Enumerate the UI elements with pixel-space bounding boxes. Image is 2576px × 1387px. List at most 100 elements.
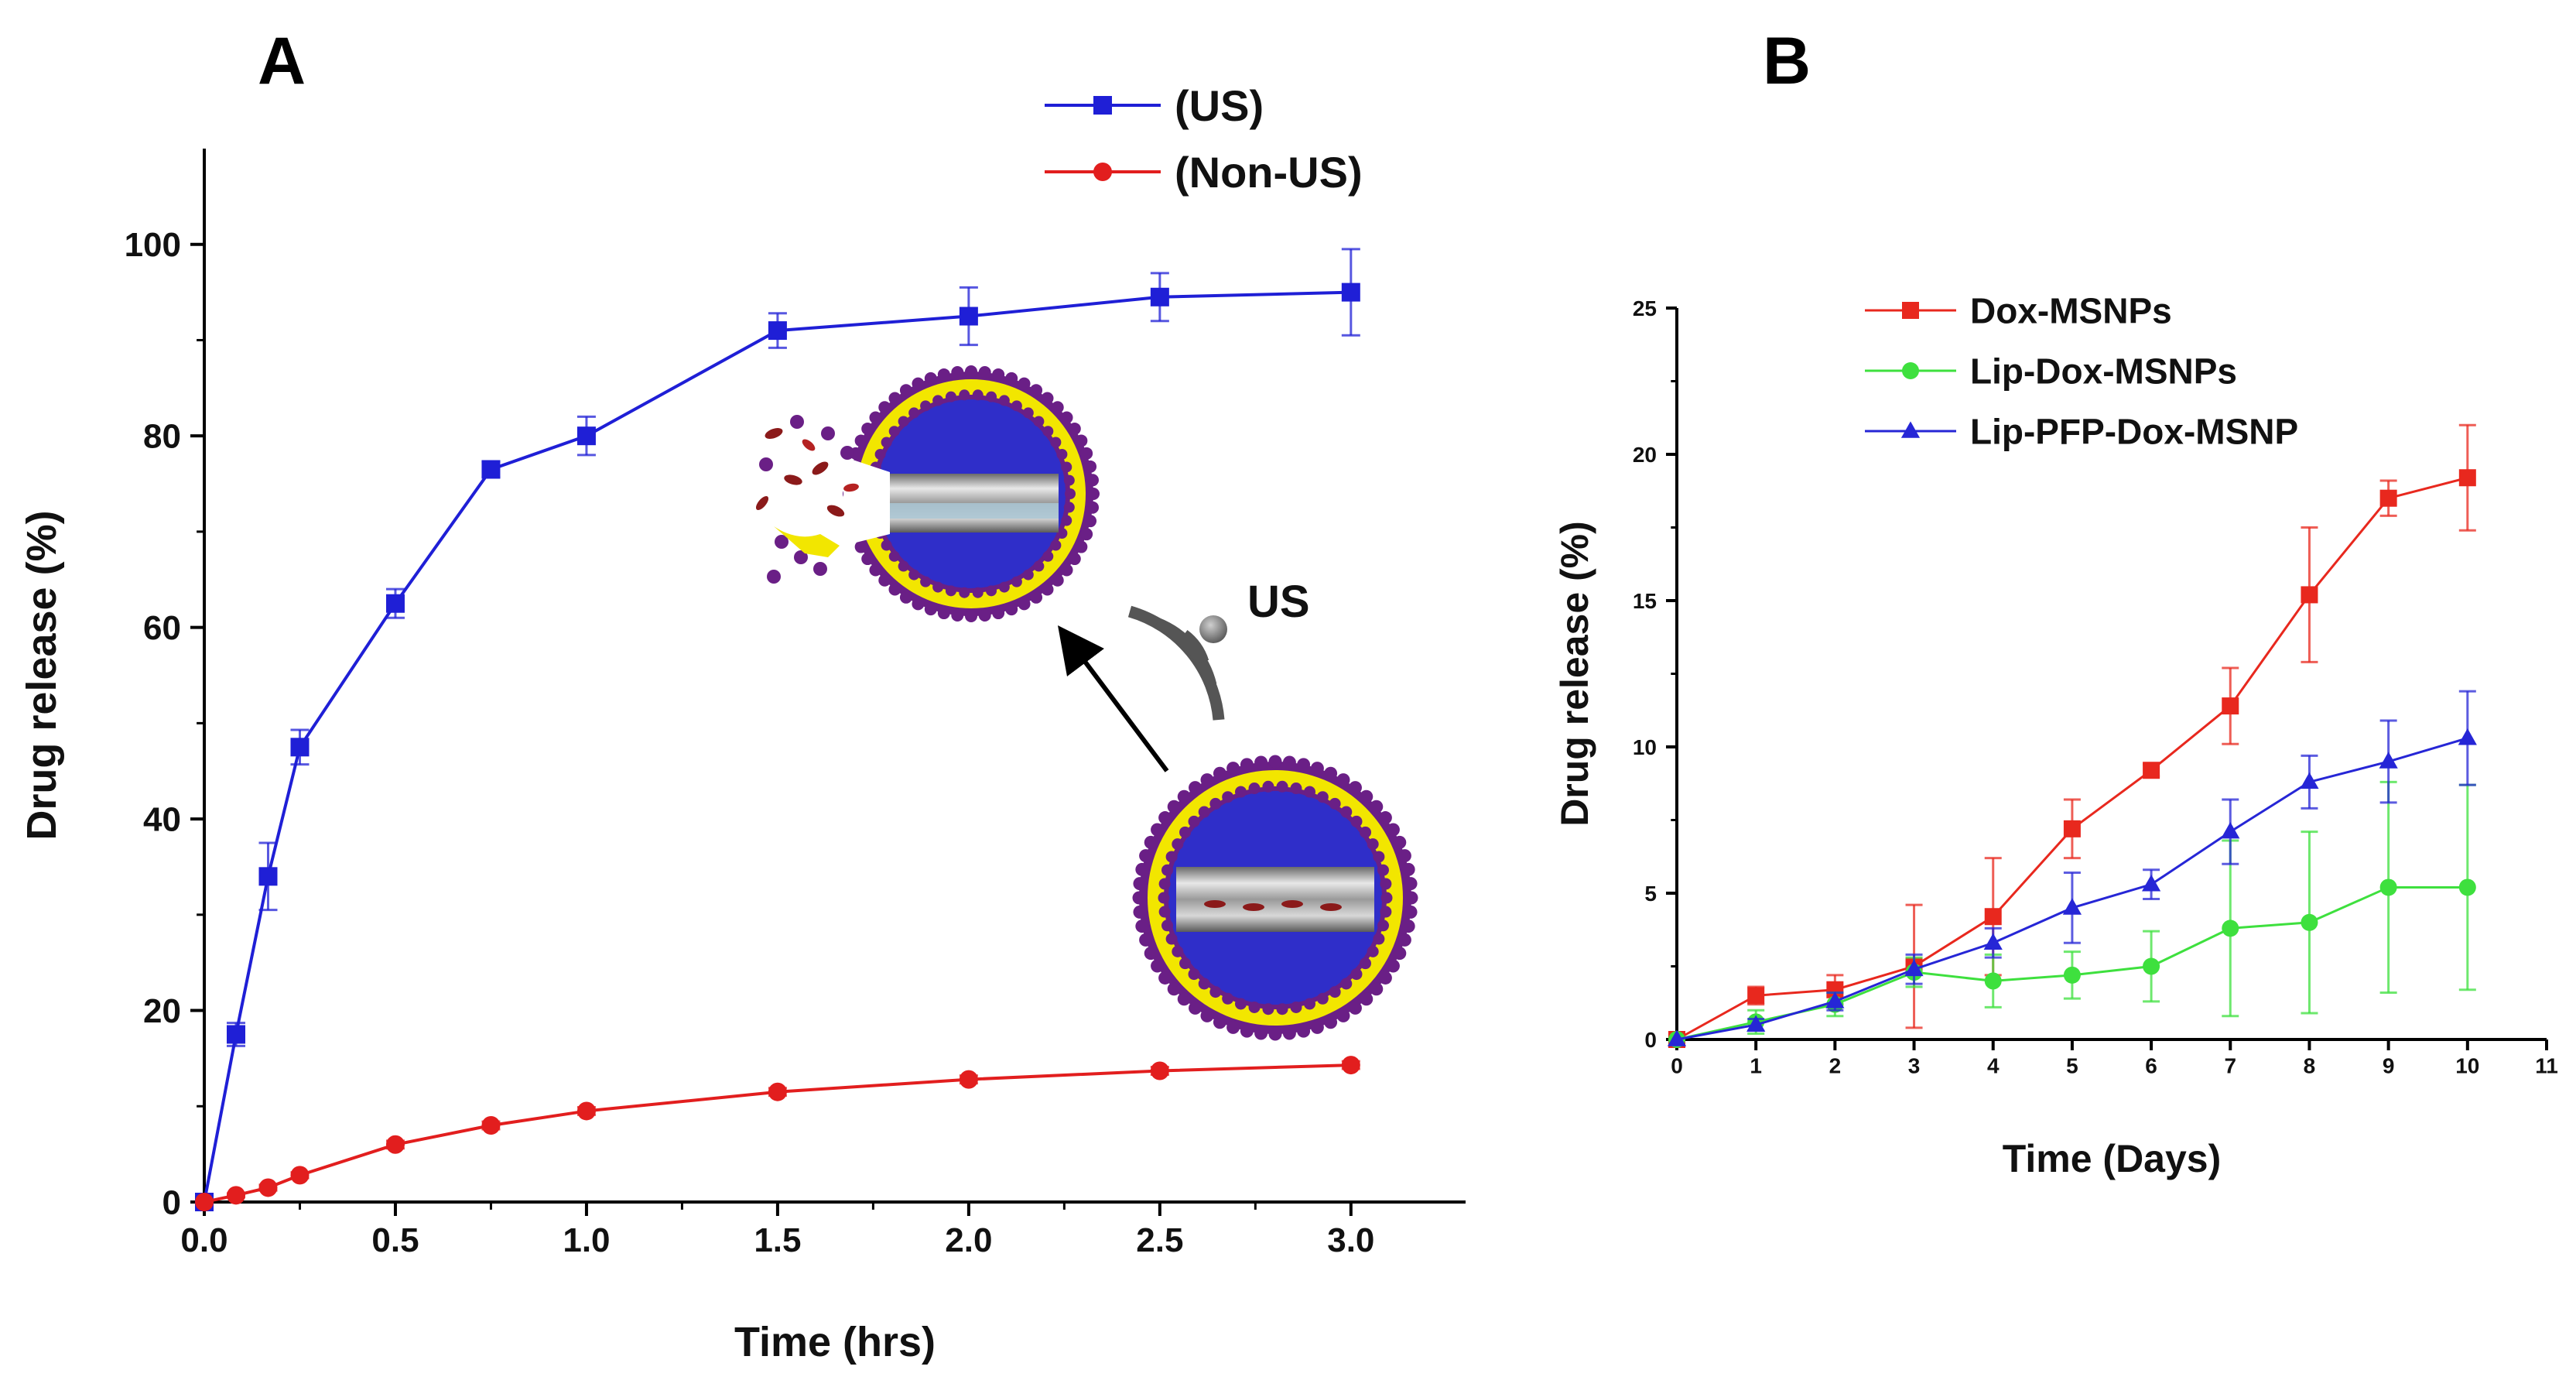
lipid-head-dot xyxy=(1086,474,1100,487)
lipid-head-dot xyxy=(1290,783,1302,795)
lipid-head-dot xyxy=(1042,426,1054,437)
chart-a-data-point xyxy=(226,1186,245,1205)
chart-a-data-point xyxy=(290,1166,310,1185)
lipid-head-dot xyxy=(1063,502,1075,513)
lipid-head-dot xyxy=(1324,766,1338,780)
lipid-head-dot xyxy=(1359,826,1371,838)
lipid-head-dot xyxy=(1226,762,1240,776)
lipid-head-dot xyxy=(1268,755,1282,769)
lipid-head-dot xyxy=(1179,826,1192,838)
chart-a-data-point xyxy=(481,460,501,479)
chart-a-data-point xyxy=(258,867,278,886)
lipid-head-dot xyxy=(1397,933,1411,947)
chart-b: 0 1 2 3 4 5 6 7 8 9 10 11 0 5 10 15 20 25 Dox-MSNPs Lip-Do… xyxy=(1553,291,2558,1180)
chart-b-data-point xyxy=(2301,913,2318,931)
lipid-head-dot xyxy=(1135,920,1149,933)
lipid-head-dot xyxy=(998,395,1010,406)
lipid-head-dot xyxy=(1198,806,1210,818)
lipid-head-dot xyxy=(1404,905,1418,919)
lipid-head-dot xyxy=(1276,1003,1288,1015)
lipid-head-dot xyxy=(1158,892,1170,904)
lipid-head-dot xyxy=(1378,811,1392,825)
chart-b-data-point xyxy=(2222,920,2239,937)
lipid-head-dot xyxy=(932,581,944,593)
lipid-head-dot xyxy=(1056,527,1068,539)
lipid-head-dot xyxy=(1262,1003,1274,1015)
loaded-drug-particles xyxy=(1204,900,1342,911)
chart-b-x-tick-label: 2 xyxy=(1829,1053,1842,1077)
lipid-head-dot xyxy=(1005,603,1018,616)
lipid-head-dot xyxy=(965,365,977,378)
lipid-head-dot xyxy=(1380,878,1392,890)
lipid-head-dot xyxy=(1051,574,1064,587)
lipid-head-dot xyxy=(878,401,891,414)
chart-b-x-tick-label: 6 xyxy=(2145,1053,2157,1077)
lipid-head-dot xyxy=(1254,755,1268,769)
lipid-head-dot xyxy=(1370,982,1384,996)
lipid-head-dot xyxy=(898,560,909,572)
chart-b-y-tick-label: 0 xyxy=(1644,1028,1657,1052)
chart-b-data-point xyxy=(2458,878,2476,896)
lipid-head-dot xyxy=(1248,783,1261,795)
chart-b-y-tick-label: 10 xyxy=(1633,735,1657,759)
lipid-head-dot xyxy=(1235,998,1247,1010)
ruptured-nanoparticle-icon xyxy=(755,365,1100,622)
chart-a-y-tick-label: 80 xyxy=(143,418,181,456)
lipid-head-dot xyxy=(854,540,867,553)
lipid-head-dot xyxy=(937,368,950,381)
chart-a-y-tick-label: 0 xyxy=(162,1183,181,1221)
lipid-head-dot xyxy=(912,598,925,611)
lipid-head-dot xyxy=(1404,891,1418,905)
lipid-head-dot xyxy=(1359,957,1371,970)
lipid-head-dot xyxy=(1226,1020,1240,1034)
lipid-head-dot xyxy=(1262,780,1274,793)
chart-a-x-tick-label: 0.5 xyxy=(371,1221,419,1259)
lipid-head-dot xyxy=(888,426,900,437)
chart-b-legend-entry: Lip-Dox-MSNPs xyxy=(1865,351,2237,392)
chart-a-data-point xyxy=(1341,283,1360,302)
lipid-head-dot xyxy=(1404,877,1418,891)
lipid-head-dot xyxy=(861,553,874,566)
lipid-head-dot xyxy=(1297,758,1311,772)
chart-b-legend-label: Lip-Dox-MSNPs xyxy=(1970,351,2237,392)
lipid-head-dot xyxy=(1068,553,1081,566)
lipid-head-dot xyxy=(1397,849,1411,863)
chart-a-y-tick-label: 40 xyxy=(143,800,181,838)
transition-arrow xyxy=(1058,625,1169,772)
chart-b-x-axis-title: Time (Days) xyxy=(2003,1137,2222,1180)
chart-b-data-point xyxy=(1983,933,2003,950)
chart-a-series-0 xyxy=(195,248,1360,1211)
lipid-head-dot xyxy=(1063,474,1075,486)
lipid-head-dot xyxy=(1167,800,1181,813)
lipid-head-dot xyxy=(1316,791,1329,803)
lipid-head-dot xyxy=(1177,992,1191,1006)
lipid-head-dot xyxy=(1188,968,1200,981)
chart-a-legend-entry: (Non-US) xyxy=(1045,148,1363,197)
chart-b-legend-entry: Lip-PFP-Dox-MSNP xyxy=(1865,412,2298,452)
chart-a-legend-marker xyxy=(1093,163,1112,181)
chart-b-data-point xyxy=(2221,821,2240,839)
lipid-head-dot xyxy=(924,372,937,385)
chart-a-data-point xyxy=(959,1070,978,1089)
lipid-head-dot xyxy=(1393,835,1407,849)
lipid-head-dot xyxy=(1240,1024,1254,1038)
lipid-head-dot xyxy=(1018,377,1031,390)
chart-a-x-tick-label: 3.0 xyxy=(1327,1221,1374,1259)
chart-a-data-point xyxy=(1150,287,1169,307)
chart-a-y-axis-title: Drug release (%) xyxy=(19,510,65,840)
lipid-head-dot xyxy=(1377,920,1389,932)
lipid-head-dot xyxy=(1050,437,1062,448)
chart-b-data-point xyxy=(1984,908,2002,926)
chart-a-y-tick-label: 20 xyxy=(143,992,181,1030)
lipid-head-dot xyxy=(951,365,964,378)
lipid-head-dot xyxy=(1268,1027,1282,1041)
lipid-head-dot xyxy=(937,607,950,620)
lipid-head-dot xyxy=(1167,982,1181,996)
chart-a-series xyxy=(195,248,1360,1211)
lipid-head-dot xyxy=(1060,411,1073,424)
lipid-head-dot xyxy=(861,422,874,435)
lipid-head-dot xyxy=(899,591,912,604)
lipid-head-dot xyxy=(1386,959,1400,973)
lipid-head-dot xyxy=(908,407,920,419)
lipid-head-dot xyxy=(1380,906,1392,918)
